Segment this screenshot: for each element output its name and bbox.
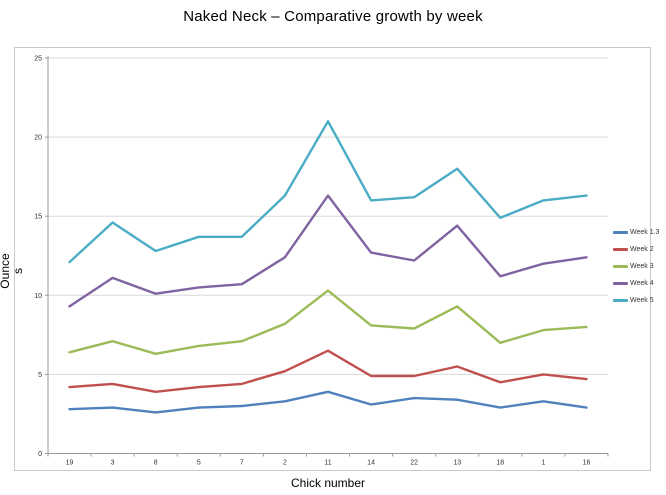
x-tick-label: 2 — [283, 460, 287, 467]
y-tick-label: 0 — [38, 451, 42, 458]
y-tick-label: 25 — [34, 56, 42, 63]
x-tick-label: 18 — [496, 460, 504, 467]
y-tick-label: 10 — [34, 293, 42, 300]
x-tick-label: 8 — [154, 460, 158, 467]
legend-item: Week 2 — [613, 241, 665, 258]
x-tick-label: 14 — [367, 460, 375, 467]
legend-line-marker — [613, 248, 628, 251]
x-tick-label: 16 — [583, 460, 591, 467]
legend-label: Week 5 — [630, 297, 654, 304]
legend-label: Week 2 — [630, 246, 654, 253]
x-tick-label: 19 — [66, 460, 74, 467]
y-tick-label: 15 — [34, 214, 42, 221]
x-tick-label: 3 — [111, 460, 115, 467]
x-axis-title: Chick number — [290, 476, 366, 490]
legend-line-marker — [613, 299, 628, 302]
legend: Week 1.3 Week 2 Week 3 Week 4 Week 5 — [613, 224, 665, 309]
y-tick-label: 5 — [38, 372, 42, 379]
y-axis-title: Ounce s — [0, 233, 25, 309]
series-line-week-5 — [68, 120, 588, 264]
legend-label: Week 4 — [630, 280, 654, 287]
x-tick-label: 13 — [453, 460, 461, 467]
legend-item: Week 5 — [613, 292, 665, 309]
chart-title: Naked Neck – Comparative growth by week — [183, 8, 483, 25]
legend-line-marker — [613, 231, 628, 234]
legend-label: Week 3 — [630, 263, 654, 270]
legend-line-marker — [613, 265, 628, 268]
legend-item: Week 4 — [613, 275, 665, 292]
series-line-week-2 — [68, 349, 588, 393]
x-tick-label: 22 — [410, 460, 418, 467]
y-axis-title-line2: s — [11, 268, 25, 274]
series-line-week-3 — [68, 289, 588, 355]
y-tick-label: 20 — [34, 135, 42, 142]
legend-item: Week 1.3 — [613, 224, 665, 241]
x-tick-label: 7 — [240, 460, 244, 467]
legend-label: Week 1.3 — [630, 229, 660, 236]
legend-item: Week 3 — [613, 258, 665, 275]
legend-line-marker — [613, 282, 628, 285]
x-tick-label: 1 — [541, 460, 545, 467]
series-line-week-4 — [68, 194, 588, 308]
x-tick-label: 5 — [197, 460, 201, 467]
x-tick-label: 11 — [324, 460, 331, 467]
series-line-week-1-3 — [68, 390, 588, 414]
